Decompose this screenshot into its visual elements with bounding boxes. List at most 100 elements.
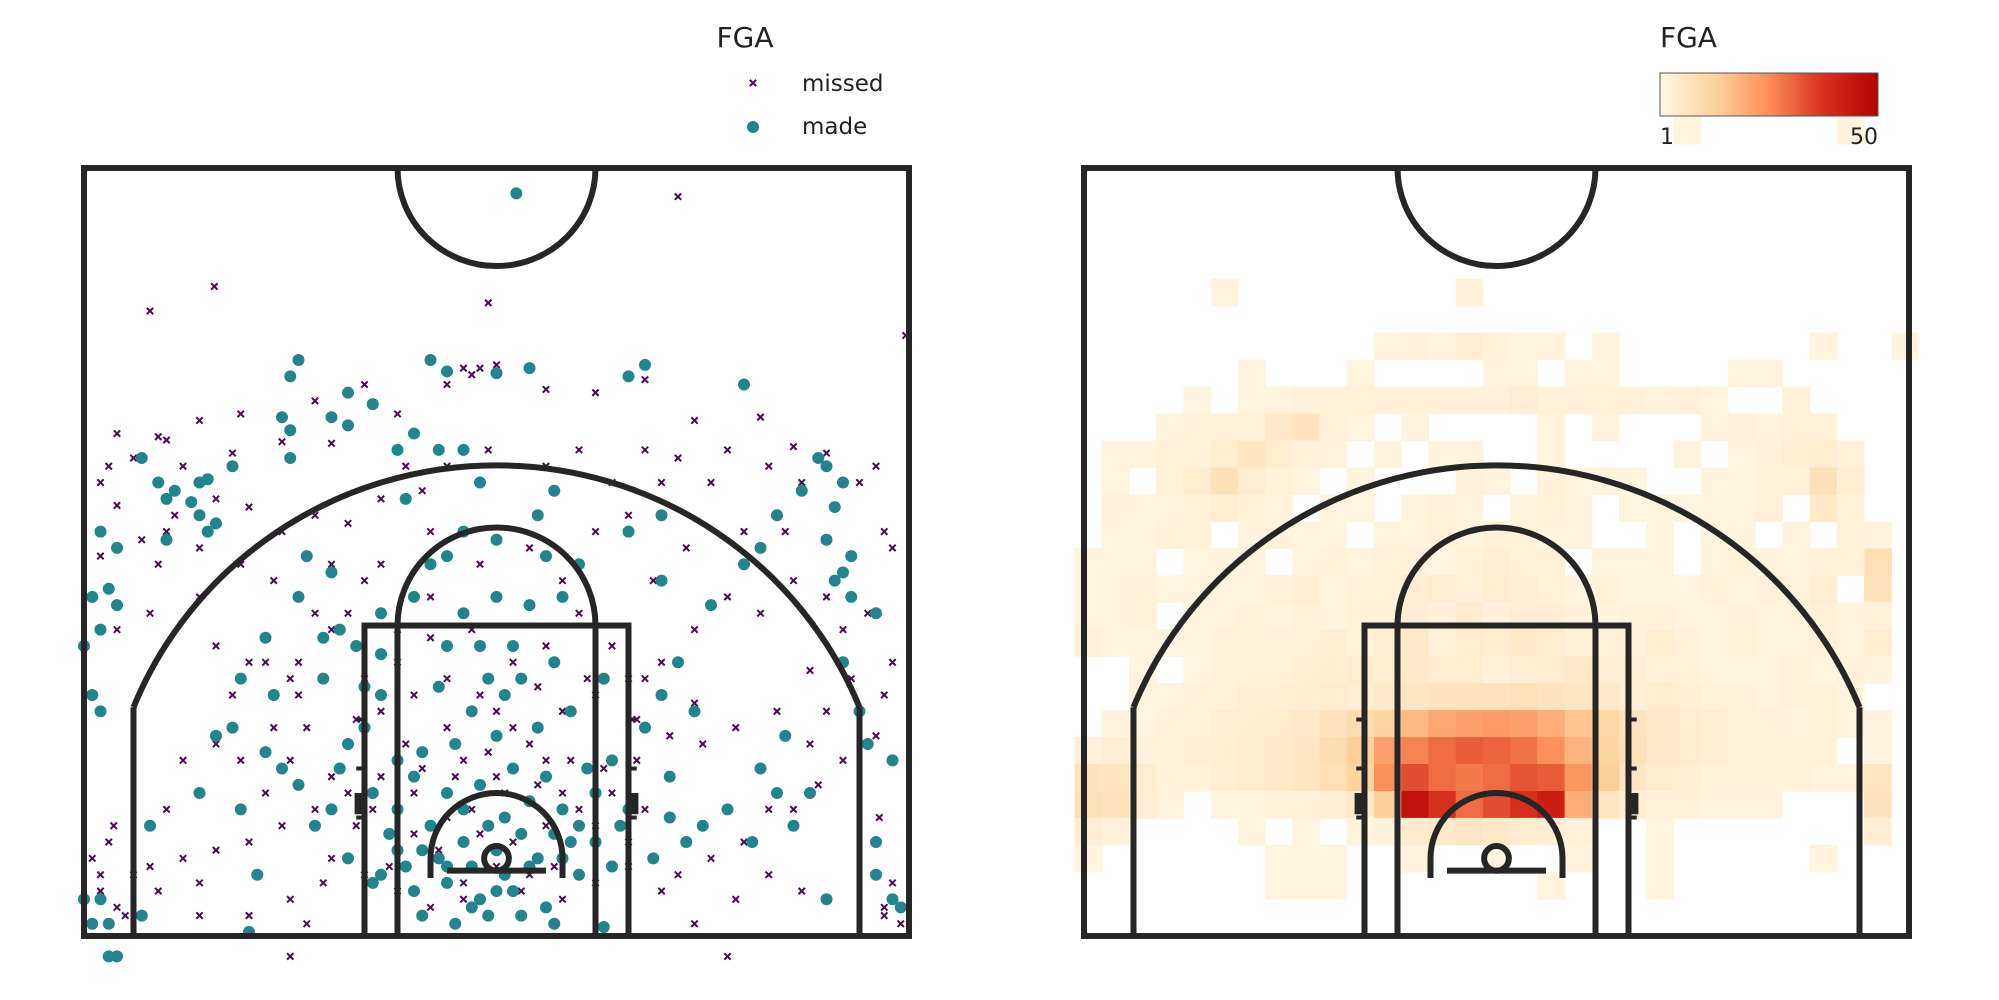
missed-shot-marker [426, 903, 435, 912]
missed-shot-marker [872, 731, 880, 740]
made-shot-marker [655, 509, 668, 522]
heatmap-cell [1646, 683, 1674, 711]
made-shot-marker [383, 827, 396, 840]
three-point-arc [130, 462, 863, 709]
made-shot-marker [507, 639, 519, 652]
missed-shot-marker [104, 462, 113, 471]
missed-shot-marker [179, 462, 187, 471]
colorbar-max-label: 50 [1850, 125, 1878, 150]
missed-shot-marker [797, 478, 806, 487]
heatmap-cell [1809, 548, 1838, 576]
heatmap-cell [1428, 494, 1457, 522]
made-shot-marker [94, 623, 107, 636]
missed-shot-marker [212, 494, 220, 503]
heatmap-cell [1319, 791, 1348, 819]
made-shot-marker [663, 770, 676, 783]
made-shot-marker [787, 819, 800, 832]
made-shot-marker [771, 787, 783, 800]
missed-shot-stroke [781, 527, 790, 536]
missed-shot-stroke [146, 609, 154, 618]
heatmap-cell [1755, 791, 1783, 819]
missed-shot-stroke [558, 576, 567, 585]
missed-shot-stroke [410, 691, 418, 699]
missed-shot-marker [377, 772, 385, 781]
missed-shot-stroke [212, 740, 220, 748]
missed-shot-marker [764, 805, 773, 814]
court-boundary [81, 165, 912, 939]
missed-shot-marker [245, 503, 253, 511]
heatmap-cell [1156, 683, 1184, 711]
missed-shot-stroke [451, 772, 460, 781]
missed-shot-stroke [566, 756, 575, 765]
heatmap-cell [1183, 683, 1212, 711]
made-shot-marker [474, 778, 486, 791]
missed-shot-stroke [599, 764, 608, 773]
heatmap-cell [1346, 413, 1375, 442]
missed-shot-marker [129, 454, 138, 462]
made-shot-marker [886, 893, 899, 906]
heatmap-cell [1156, 737, 1184, 765]
missed-shot-marker [113, 625, 121, 634]
scatter-legend: FGA missed made [717, 21, 884, 140]
heatmap-cell [1428, 710, 1457, 738]
heatmap-cell [1809, 683, 1838, 711]
heatmap-cell [1727, 575, 1756, 603]
made-shot-marker [111, 599, 123, 612]
made-shot-marker [515, 909, 528, 922]
heatmap-cell [1292, 521, 1321, 549]
made-shot-marker [449, 738, 462, 750]
heatmap-cell [1537, 629, 1566, 657]
missed-shot-marker [492, 360, 501, 369]
heatmap-cell [1156, 521, 1184, 549]
heatmap-cell [1836, 602, 1865, 630]
missed-shot-marker [113, 501, 121, 510]
heatmap-cell [1319, 602, 1348, 630]
missed-shot-stroke [401, 740, 410, 748]
heatmap-cell [1265, 844, 1293, 873]
missed-shot-marker [236, 756, 245, 765]
missed-shot-stroke [401, 462, 410, 471]
missed-shot-marker [789, 576, 798, 585]
made-shot-marker [894, 901, 907, 914]
missed-shot-marker [418, 764, 427, 773]
missed-shot-marker [517, 887, 526, 895]
heatmap-cell [1537, 575, 1566, 603]
missed-shot-stroke [880, 527, 889, 536]
heatmap-cell [1782, 764, 1811, 792]
heatmap-cell [1237, 791, 1266, 819]
made-shot-marker [639, 721, 651, 734]
heatmap-cell [1782, 467, 1811, 495]
heatmap-cell [1265, 629, 1293, 657]
made-shot-marker [441, 550, 453, 563]
heatmap-cell [1237, 467, 1266, 495]
heatmap-cell [1401, 629, 1429, 657]
missed-shot-stroke [806, 666, 814, 675]
made-shot-marker [342, 386, 354, 399]
heatmap-cell [1782, 710, 1811, 738]
missed-shot-marker [558, 576, 567, 585]
heatmap-cell [1074, 602, 1103, 630]
missed-shot-stroke [129, 454, 138, 462]
restricted-area [1427, 790, 1566, 878]
missed-shot-marker [459, 756, 468, 765]
heatmap-cell [1346, 629, 1375, 657]
missed-shot-stroke [707, 854, 715, 863]
heatmap-cell [1482, 817, 1511, 846]
heatmap-cell [1428, 386, 1457, 415]
made-shot-marker [416, 844, 429, 857]
heatmap-cell [1619, 710, 1647, 738]
missed-shot-marker [542, 756, 550, 765]
heatmap-cell [1319, 440, 1348, 469]
missed-shot-marker [723, 952, 732, 961]
missed-shot-marker [195, 878, 204, 887]
missed-shot-stroke [484, 748, 493, 757]
made-shot-marker [523, 362, 536, 375]
made-shot-marker [515, 827, 528, 840]
missed-shot-marker [109, 821, 118, 830]
heatmap-cell [1455, 548, 1484, 576]
missed-shot-marker [195, 416, 204, 425]
missed-shot-stroke [665, 731, 674, 740]
made-shot-marker [870, 868, 882, 881]
heatmap-cell [1482, 386, 1511, 415]
